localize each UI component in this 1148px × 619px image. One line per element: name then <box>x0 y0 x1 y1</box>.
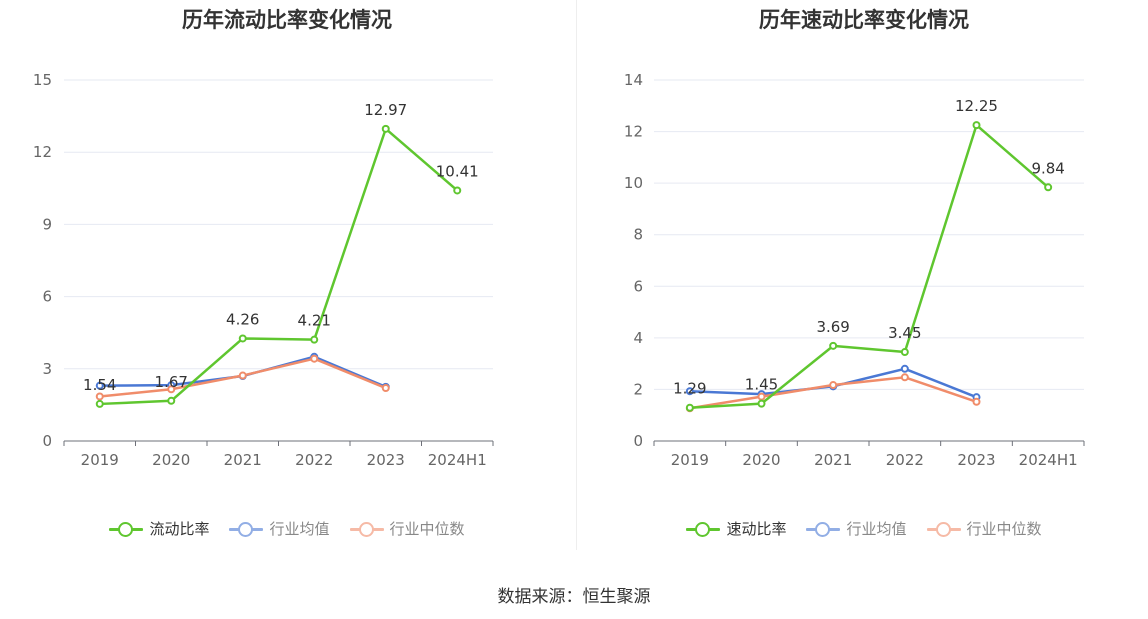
legend-item[interactable]: 行业中位数 <box>926 518 1042 539</box>
x-tick-label: 2023 <box>957 451 995 469</box>
data-point <box>167 385 176 394</box>
y-tick-label: 9 <box>42 215 52 233</box>
y-tick-label: 3 <box>42 360 52 378</box>
panel-divider <box>576 0 577 550</box>
data-point <box>95 392 104 401</box>
x-tick-label: 2024H1 <box>1019 451 1078 469</box>
current-ratio-plot: 0 3 6 9 12 15 2019 2020 2021 2022 2023 2024H1 1.54 1.… <box>33 71 494 469</box>
data-label: 1.29 <box>673 380 706 398</box>
legend-label: 行业均值 <box>846 520 907 538</box>
data-point <box>900 364 909 373</box>
legend-swatch-icon <box>926 519 961 539</box>
series-line <box>689 123 1049 409</box>
y-tick-label: 6 <box>42 288 52 306</box>
data-point <box>167 396 176 405</box>
legend-item[interactable]: 流动比率 <box>109 518 209 539</box>
data-point <box>238 334 247 343</box>
data-point <box>685 387 694 396</box>
x-tick-label: 2022 <box>295 451 333 469</box>
legend-label: 行业均值 <box>269 520 330 538</box>
data-point <box>95 399 104 408</box>
legend-label: 行业中位数 <box>966 520 1042 538</box>
x-tick-label: 2024H1 <box>428 451 487 469</box>
data-label: 12.25 <box>955 97 998 115</box>
data-point <box>381 384 390 393</box>
data-label: 1.67 <box>155 373 188 391</box>
data-point <box>972 121 981 130</box>
data-point <box>829 381 838 390</box>
y-tick-label: 0 <box>42 432 52 450</box>
quick-ratio-plot: 0 2 4 6 8 10 12 14 2019 2020 2021 2022 2023 2024H1 1.2… <box>624 71 1085 469</box>
legend-item[interactable]: 行业均值 <box>229 518 330 539</box>
data-label: 3.45 <box>888 324 921 342</box>
current-ratio-legend: 流动比率 行业均值 行业中位数 <box>0 518 574 539</box>
y-tick-label: 6 <box>633 277 643 295</box>
legend-item[interactable]: 速动比率 <box>686 518 786 539</box>
chart-title: 历年速动比率变化情况 <box>759 8 969 32</box>
data-point <box>685 403 694 412</box>
data-point <box>238 371 247 380</box>
data-source: 数据来源：恒生聚源 <box>497 587 651 607</box>
x-tick-label: 2020 <box>742 451 780 469</box>
series-line <box>99 127 459 406</box>
y-tick-label: 15 <box>33 71 52 89</box>
legend-item[interactable]: 行业均值 <box>806 518 907 539</box>
quick-ratio-chart: 历年速动比率变化情况 0 2 4 6 8 10 12 14 2019 2020 2021 2022 20… <box>577 0 1148 560</box>
data-label: 1.45 <box>745 376 778 394</box>
data-point <box>1044 183 1053 192</box>
legend-label: 流动比率 <box>149 520 210 538</box>
y-tick-label: 10 <box>624 174 643 192</box>
data-point <box>829 341 838 350</box>
data-point <box>972 397 981 406</box>
x-tick-label: 2020 <box>152 451 190 469</box>
data-point <box>453 186 462 195</box>
data-point <box>310 354 319 363</box>
y-tick-label: 8 <box>633 226 643 244</box>
legend-label: 行业中位数 <box>389 520 465 538</box>
x-tick-label: 2023 <box>367 451 405 469</box>
data-label: 4.21 <box>298 312 331 330</box>
legend-label: 速动比率 <box>726 520 787 538</box>
legend-swatch-icon <box>686 519 721 539</box>
data-label: 1.54 <box>83 376 116 394</box>
data-label: 3.69 <box>816 318 849 336</box>
current-ratio-chart: 历年流动比率变化情况 0 3 6 9 12 15 2019 2020 2021 2022 2023 2… <box>0 0 574 560</box>
y-tick-label: 12 <box>624 123 643 141</box>
data-label: 9.84 <box>1031 159 1064 177</box>
y-tick-label: 0 <box>633 432 643 450</box>
quick-ratio-legend: 速动比率 行业均值 行业中位数 <box>577 518 1148 539</box>
x-tick-label: 2021 <box>224 451 262 469</box>
legend-item[interactable]: 行业中位数 <box>349 518 465 539</box>
data-label: 4.26 <box>226 310 259 328</box>
y-tick-label: 14 <box>624 71 643 89</box>
legend-swatch-icon <box>229 519 264 539</box>
data-point <box>757 399 766 408</box>
y-tick-label: 2 <box>633 380 643 398</box>
chart-title: 历年流动比率变化情况 <box>182 8 392 32</box>
data-label: 12.97 <box>364 101 407 119</box>
legend-swatch-icon <box>109 519 144 539</box>
data-point <box>310 335 319 344</box>
x-tick-label: 2019 <box>671 451 709 469</box>
x-tick-label: 2021 <box>814 451 852 469</box>
y-tick-label: 4 <box>633 329 643 347</box>
data-point <box>95 381 104 390</box>
x-tick-label: 2019 <box>81 451 119 469</box>
data-point <box>900 373 909 382</box>
data-label: 10.41 <box>436 162 479 180</box>
legend-swatch-icon <box>806 519 841 539</box>
y-tick-label: 12 <box>33 143 52 161</box>
x-tick-label: 2022 <box>886 451 924 469</box>
data-point <box>900 348 909 357</box>
data-point <box>381 124 390 133</box>
data-point <box>757 392 766 401</box>
legend-swatch-icon <box>349 519 384 539</box>
